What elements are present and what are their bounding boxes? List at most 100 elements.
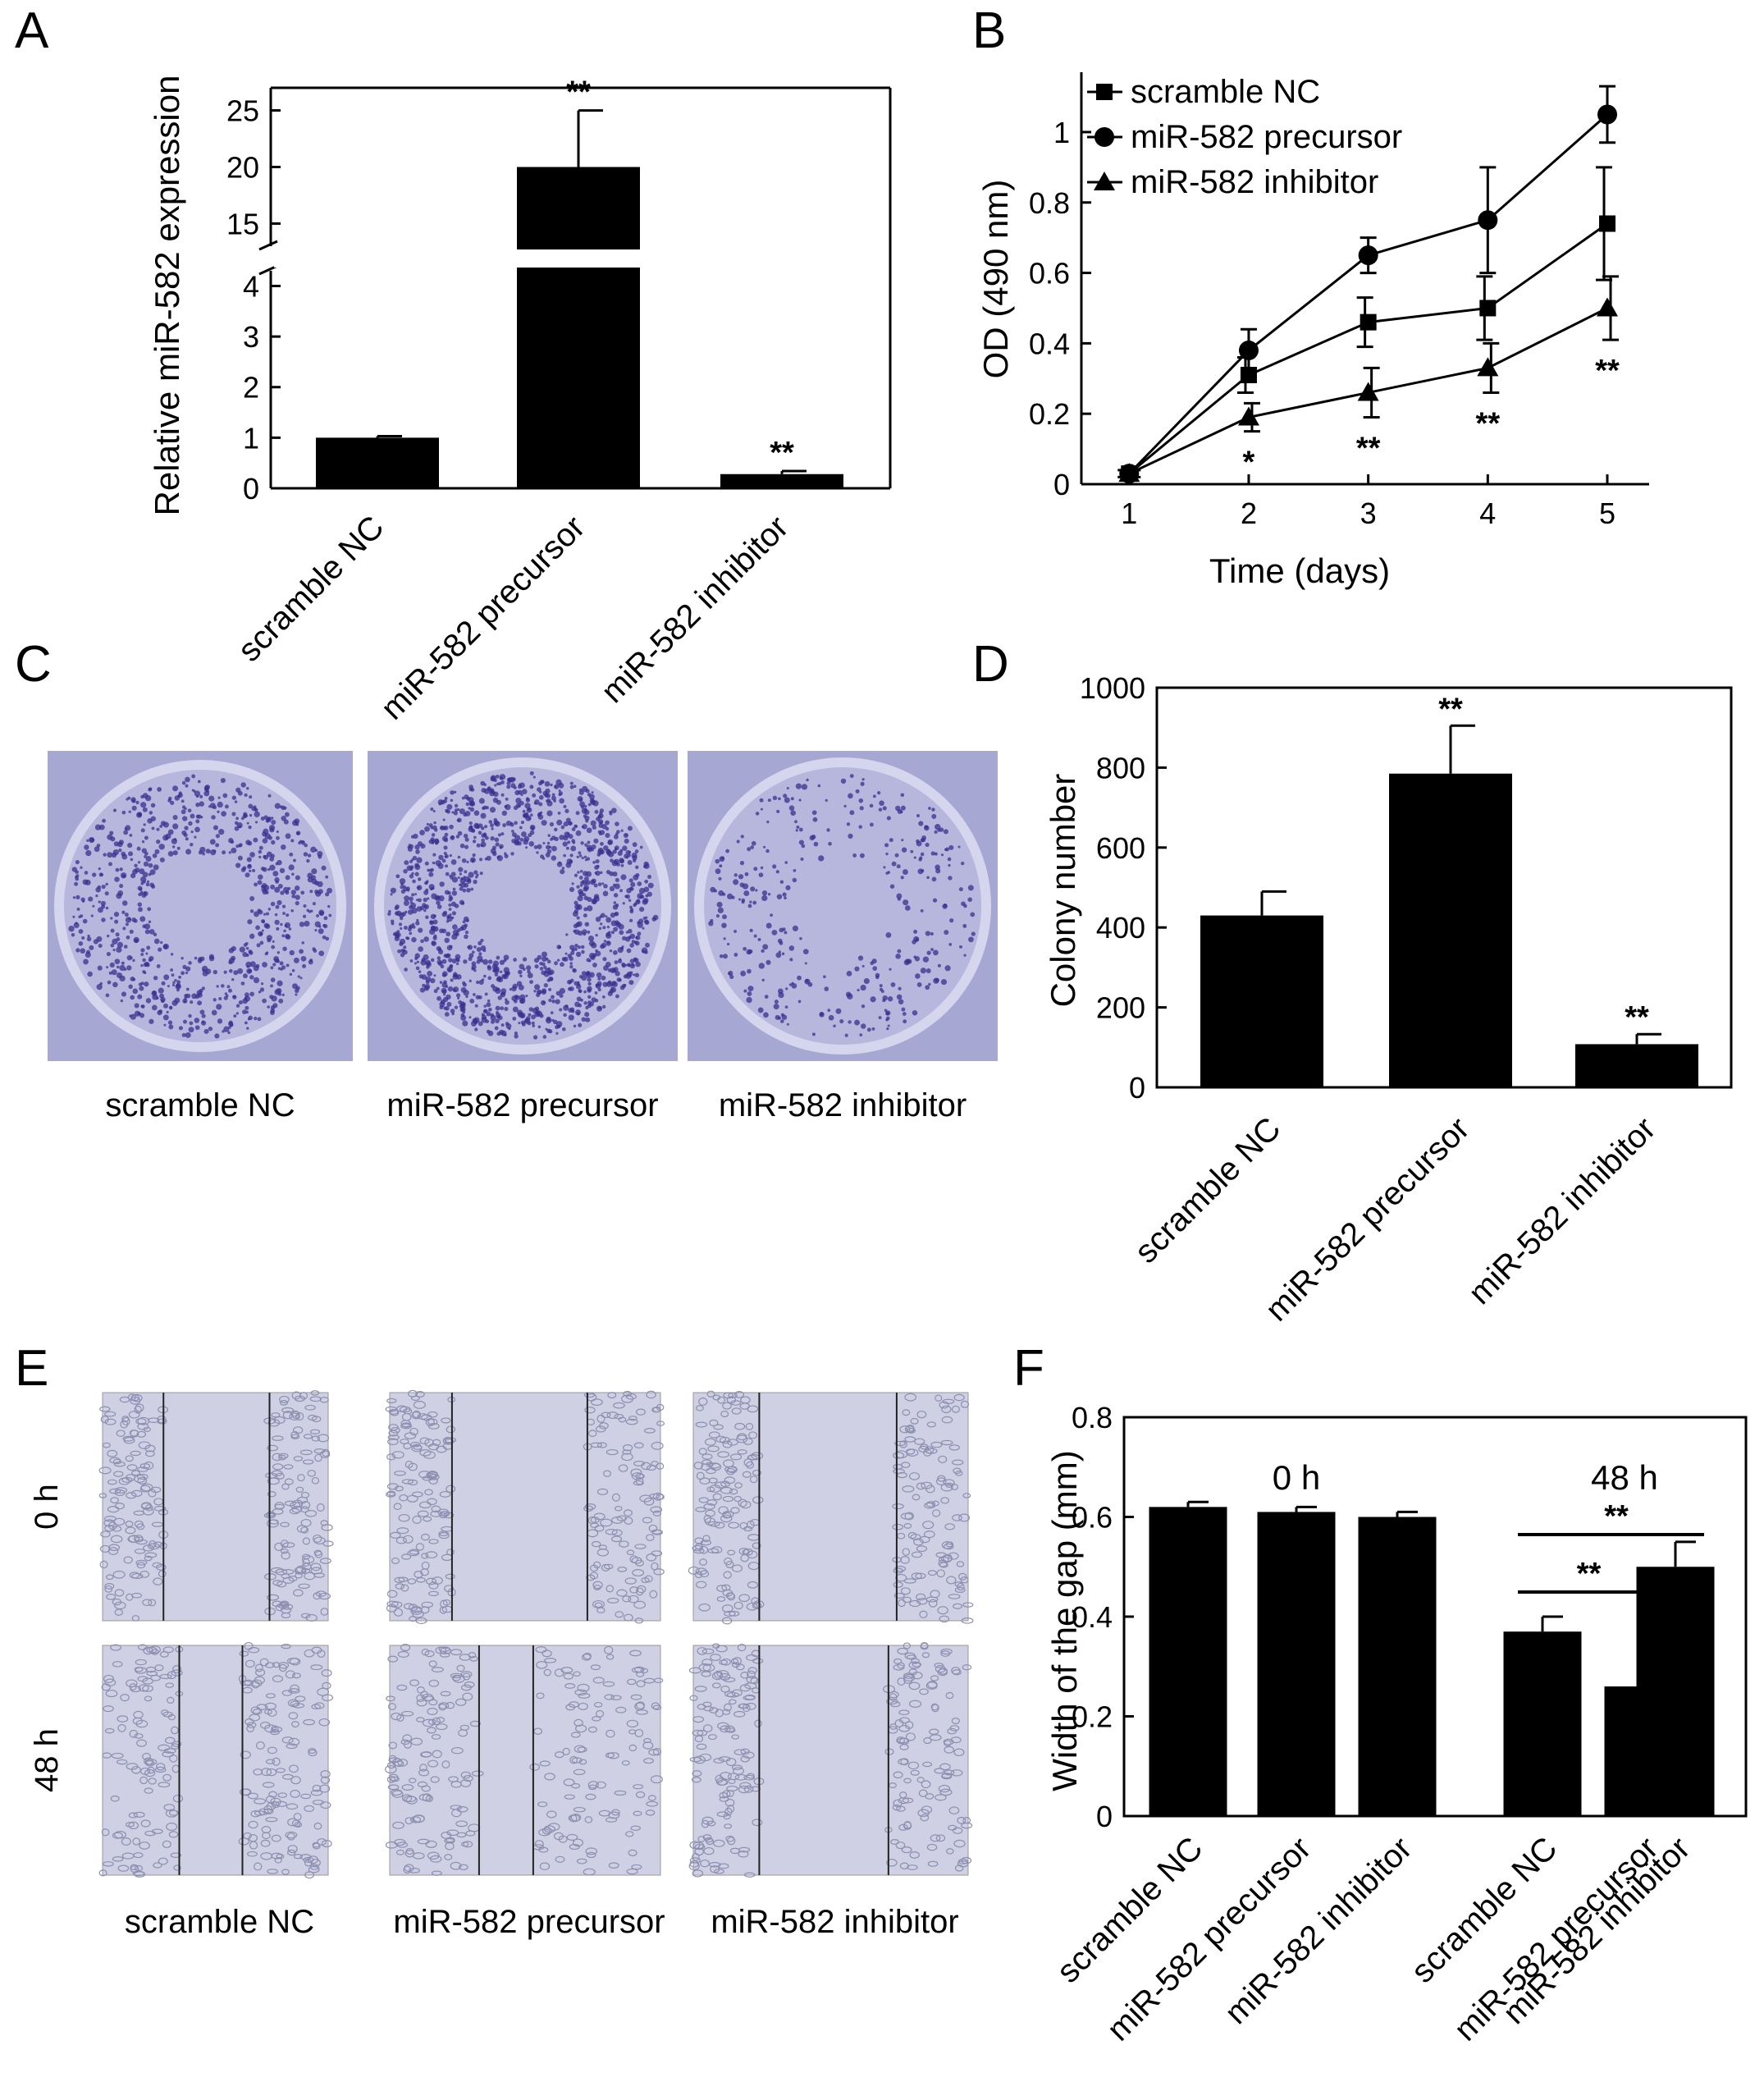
colony bbox=[208, 955, 215, 962]
colony bbox=[185, 776, 190, 783]
colony bbox=[119, 867, 123, 872]
colony bbox=[587, 840, 591, 844]
cell bbox=[909, 1851, 920, 1859]
colony bbox=[213, 825, 219, 830]
colony bbox=[861, 1004, 866, 1009]
colony bbox=[744, 872, 749, 876]
colony bbox=[583, 913, 587, 918]
colony bbox=[817, 784, 821, 788]
colony bbox=[238, 843, 243, 848]
cell bbox=[921, 1805, 933, 1814]
colony bbox=[733, 873, 738, 877]
colony bbox=[551, 855, 557, 861]
colony bbox=[461, 901, 465, 905]
colony bbox=[92, 872, 97, 877]
colony bbox=[272, 963, 276, 967]
colony bbox=[446, 953, 451, 958]
colony bbox=[233, 970, 239, 976]
colony bbox=[153, 864, 159, 871]
colony bbox=[629, 908, 634, 912]
colony bbox=[610, 967, 616, 973]
cell bbox=[156, 1763, 166, 1771]
colony bbox=[757, 937, 761, 941]
colony bbox=[903, 899, 909, 906]
colony bbox=[84, 871, 89, 875]
x-tick-label: 1 bbox=[1121, 496, 1137, 530]
cell bbox=[310, 1664, 323, 1671]
cell bbox=[729, 1847, 740, 1855]
cell bbox=[724, 1610, 736, 1617]
colony bbox=[270, 977, 276, 982]
legend-label: scramble NC bbox=[1131, 74, 1320, 110]
colony bbox=[473, 879, 478, 885]
cell bbox=[459, 1864, 468, 1870]
cell bbox=[689, 1860, 699, 1868]
data-point bbox=[1477, 357, 1499, 377]
colony bbox=[280, 805, 283, 809]
cell bbox=[733, 1749, 746, 1755]
colony bbox=[757, 1007, 764, 1013]
colony bbox=[718, 890, 724, 896]
colony bbox=[485, 806, 489, 810]
cell bbox=[238, 1837, 249, 1846]
cell bbox=[731, 1564, 743, 1572]
colony bbox=[575, 922, 581, 927]
colony bbox=[767, 798, 771, 803]
colony bbox=[244, 793, 248, 798]
cell bbox=[103, 1861, 114, 1867]
cell bbox=[747, 1670, 756, 1679]
colony bbox=[403, 899, 410, 907]
cell bbox=[387, 1434, 400, 1440]
colony bbox=[140, 828, 145, 833]
colony bbox=[139, 890, 144, 894]
colony bbox=[318, 909, 325, 916]
cell bbox=[699, 1477, 711, 1485]
cell bbox=[104, 1582, 115, 1590]
colony bbox=[579, 869, 583, 873]
colony bbox=[228, 851, 231, 854]
colony bbox=[537, 787, 542, 792]
colony bbox=[409, 901, 414, 904]
colony bbox=[480, 841, 487, 848]
colony bbox=[444, 1012, 450, 1017]
cell bbox=[534, 1840, 544, 1848]
cell bbox=[740, 1672, 749, 1679]
colony bbox=[416, 885, 423, 890]
colony bbox=[271, 945, 276, 949]
colony bbox=[115, 867, 120, 872]
cell bbox=[698, 1497, 709, 1503]
cell bbox=[290, 1700, 300, 1707]
cell bbox=[147, 1543, 160, 1550]
cell bbox=[123, 1556, 133, 1564]
cell bbox=[268, 1791, 278, 1798]
colony bbox=[295, 993, 298, 996]
colony bbox=[101, 917, 106, 922]
colony bbox=[564, 952, 568, 955]
y-tick-label: 0 bbox=[1096, 1800, 1113, 1833]
colony bbox=[639, 845, 643, 849]
cell bbox=[386, 1483, 399, 1490]
colony bbox=[152, 990, 157, 995]
cell bbox=[747, 1550, 758, 1559]
cell bbox=[695, 1421, 708, 1428]
colony bbox=[144, 854, 147, 858]
colony bbox=[644, 879, 649, 884]
colony bbox=[804, 978, 811, 985]
colony bbox=[112, 938, 118, 945]
colony bbox=[421, 974, 427, 980]
cell bbox=[694, 1543, 703, 1550]
cell bbox=[390, 1789, 403, 1796]
cell bbox=[98, 1493, 107, 1498]
colony bbox=[478, 830, 482, 835]
colony bbox=[559, 798, 564, 804]
colony bbox=[129, 833, 133, 837]
cell bbox=[622, 1595, 632, 1603]
cell bbox=[708, 1734, 717, 1741]
cell bbox=[393, 1608, 404, 1617]
legend-marker bbox=[1095, 127, 1114, 147]
colony bbox=[510, 852, 514, 856]
colony bbox=[495, 1005, 500, 1011]
cell bbox=[643, 1758, 654, 1764]
cell bbox=[596, 1442, 607, 1448]
colony bbox=[828, 841, 832, 846]
